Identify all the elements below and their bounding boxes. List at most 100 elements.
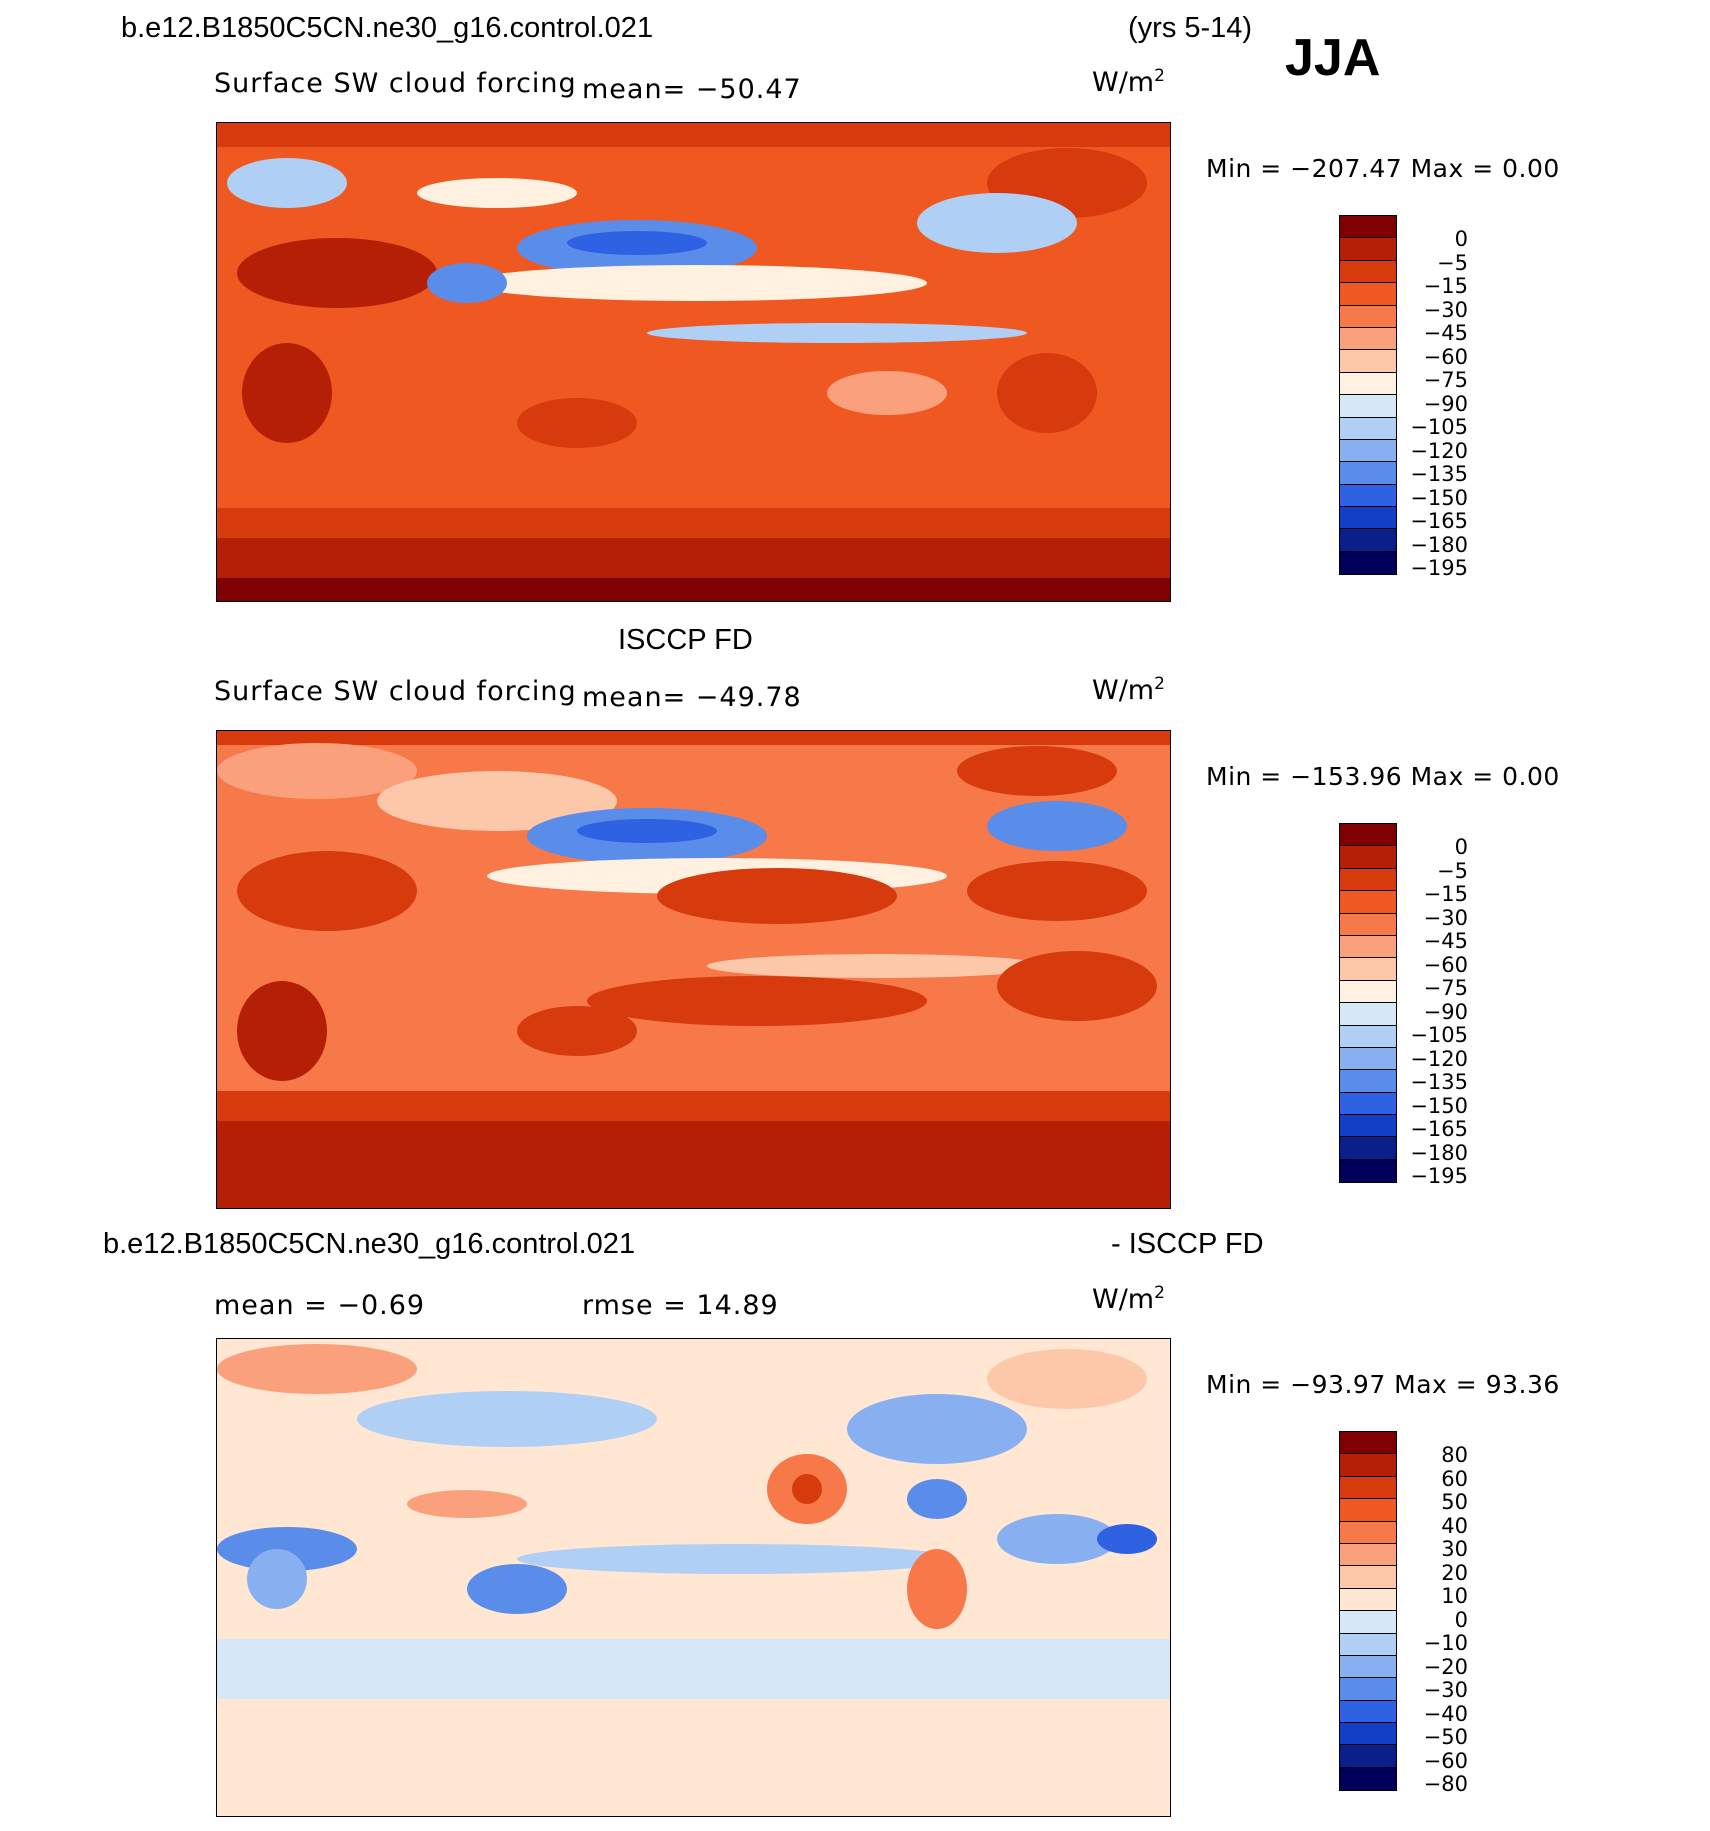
panel2-map <box>216 730 1171 1209</box>
colorbar-swatch <box>1340 417 1396 440</box>
colorbar-label: 60 <box>1441 1466 1468 1491</box>
panel1-units: W/m2 <box>1092 66 1165 98</box>
panel3-map <box>216 1338 1171 1817</box>
colorbar-label: −90 <box>1423 999 1468 1024</box>
colorbar-label: −15 <box>1423 882 1468 906</box>
colorbar-swatch <box>1340 1047 1396 1071</box>
colorbar-swatch <box>1340 395 1396 418</box>
colorbar-swatch <box>1340 958 1396 981</box>
colorbar-label: −20 <box>1423 1654 1468 1679</box>
colorbar-swatch <box>1340 1588 1396 1612</box>
panel2-colorbar-labels: 0 −5 −15 −30 −45 −60 −75 −90 −105 −120 −135 −150 −16… <box>1408 835 1468 1189</box>
colorbar-swatch <box>1340 1499 1396 1522</box>
colorbar-label: −30 <box>1423 297 1468 322</box>
colorbar-swatch <box>1340 935 1396 959</box>
colorbar-label: 10 <box>1441 1584 1468 1608</box>
colorbar-label: 0 <box>1454 835 1468 859</box>
colorbar-swatch <box>1340 1543 1396 1567</box>
colorbar-swatch <box>1340 1745 1396 1768</box>
panel1-minmax: Min = −207.47 Max = 0.00 <box>1206 154 1560 183</box>
colorbar-swatch <box>1340 260 1396 284</box>
colorbar-swatch <box>1340 846 1396 869</box>
colorbar-swatch <box>1340 1025 1396 1048</box>
colorbar-swatch <box>1340 1655 1396 1679</box>
panel3-title-right: - ISCCP FD <box>1111 1228 1264 1260</box>
panel1-colorbar <box>1339 215 1397 576</box>
colorbar-label: −5 <box>1437 858 1468 883</box>
colorbar-swatch <box>1340 1115 1396 1138</box>
colorbar-swatch <box>1340 238 1396 261</box>
colorbar-label: −40 <box>1423 1701 1468 1726</box>
colorbar-swatch <box>1340 1070 1396 1093</box>
panel3-units: W/m2 <box>1092 1283 1165 1315</box>
colorbar-swatch <box>1340 980 1396 1004</box>
panel2-mean: mean= −49.78 <box>582 682 802 713</box>
colorbar-swatch <box>1340 1092 1396 1116</box>
colorbar-label: −150 <box>1410 485 1468 510</box>
panel3-colorbar <box>1339 1431 1397 1792</box>
case-title: b.e12.B1850C5CN.ne30_g16.control.021 <box>121 12 654 44</box>
colorbar-swatch <box>1340 1432 1396 1455</box>
panel2-title: ISCCP FD <box>618 624 753 656</box>
colorbar-swatch <box>1340 1476 1396 1500</box>
years-label: (yrs 5-14) <box>1128 12 1253 44</box>
colorbar-swatch <box>1340 1611 1396 1634</box>
colorbar-label: 0 <box>1454 1607 1468 1632</box>
colorbar-label: −60 <box>1423 1748 1468 1773</box>
colorbar-label: −135 <box>1410 1070 1468 1094</box>
colorbar-swatch <box>1340 439 1396 463</box>
colorbar-swatch <box>1340 824 1396 847</box>
colorbar-swatch <box>1340 1633 1396 1656</box>
colorbar-label: 0 <box>1454 227 1468 251</box>
colorbar-swatch <box>1340 283 1396 306</box>
panel2-colorbar <box>1339 823 1397 1184</box>
colorbar-swatch <box>1340 216 1396 239</box>
colorbar-swatch <box>1340 327 1396 351</box>
colorbar-swatch <box>1340 529 1396 552</box>
colorbar-label: −45 <box>1423 321 1468 345</box>
colorbar-label: 20 <box>1441 1560 1468 1585</box>
colorbar-label: 80 <box>1441 1443 1468 1467</box>
colorbar-swatch <box>1340 913 1396 936</box>
colorbar-swatch <box>1340 1159 1396 1183</box>
colorbar-swatch <box>1340 891 1396 914</box>
colorbar-label: −75 <box>1423 368 1468 392</box>
panel1-mean: mean= −50.47 <box>582 74 802 105</box>
colorbar-label: −10 <box>1423 1631 1468 1655</box>
colorbar-label: −195 <box>1410 1164 1468 1188</box>
panel2-minmax: Min = −153.96 Max = 0.00 <box>1206 762 1560 791</box>
colorbar-label: −165 <box>1410 509 1468 533</box>
panel1-variable: Surface SW cloud forcing <box>214 68 577 99</box>
colorbar-swatch <box>1340 1723 1396 1746</box>
colorbar-swatch <box>1340 484 1396 508</box>
panel1-map <box>216 122 1171 602</box>
colorbar-label: −45 <box>1423 929 1468 953</box>
colorbar-swatch <box>1340 1678 1396 1701</box>
colorbar-label: −30 <box>1423 1678 1468 1702</box>
colorbar-label: −90 <box>1423 391 1468 416</box>
panel3-colorbar-labels: 80 60 50 40 30 20 10 0 −10 −20 −30 −40 −50 −60 −80 <box>1408 1443 1468 1797</box>
colorbar-label: −180 <box>1410 532 1468 557</box>
panel3-minmax: Min = −93.97 Max = 93.36 <box>1206 1370 1560 1399</box>
colorbar-swatch <box>1340 551 1396 575</box>
colorbar-label: −120 <box>1410 438 1468 463</box>
colorbar-label: −5 <box>1437 250 1468 275</box>
colorbar-swatch <box>1340 462 1396 485</box>
panel1-colorbar-labels: 0 −5 −15 −30 −45 −60 −75 −90 −105 −120 −135 −150 −16… <box>1408 227 1468 581</box>
season-label: JJA <box>1285 29 1381 87</box>
panel3-rmse: rmse = 14.89 <box>582 1290 779 1321</box>
colorbar-swatch <box>1340 1767 1396 1791</box>
colorbar-swatch <box>1340 350 1396 373</box>
colorbar-label: −105 <box>1410 415 1468 439</box>
colorbar-label: −60 <box>1423 952 1468 977</box>
panel2-units: W/m2 <box>1092 674 1165 706</box>
colorbar-swatch <box>1340 507 1396 530</box>
colorbar-label: 30 <box>1441 1537 1468 1561</box>
colorbar-swatch <box>1340 868 1396 892</box>
colorbar-label: −180 <box>1410 1140 1468 1165</box>
colorbar-label: 50 <box>1441 1490 1468 1514</box>
panel3-mean: mean = −0.69 <box>214 1290 426 1321</box>
colorbar-swatch <box>1340 1137 1396 1160</box>
colorbar-label: −120 <box>1410 1046 1468 1071</box>
colorbar-label: −15 <box>1423 274 1468 298</box>
